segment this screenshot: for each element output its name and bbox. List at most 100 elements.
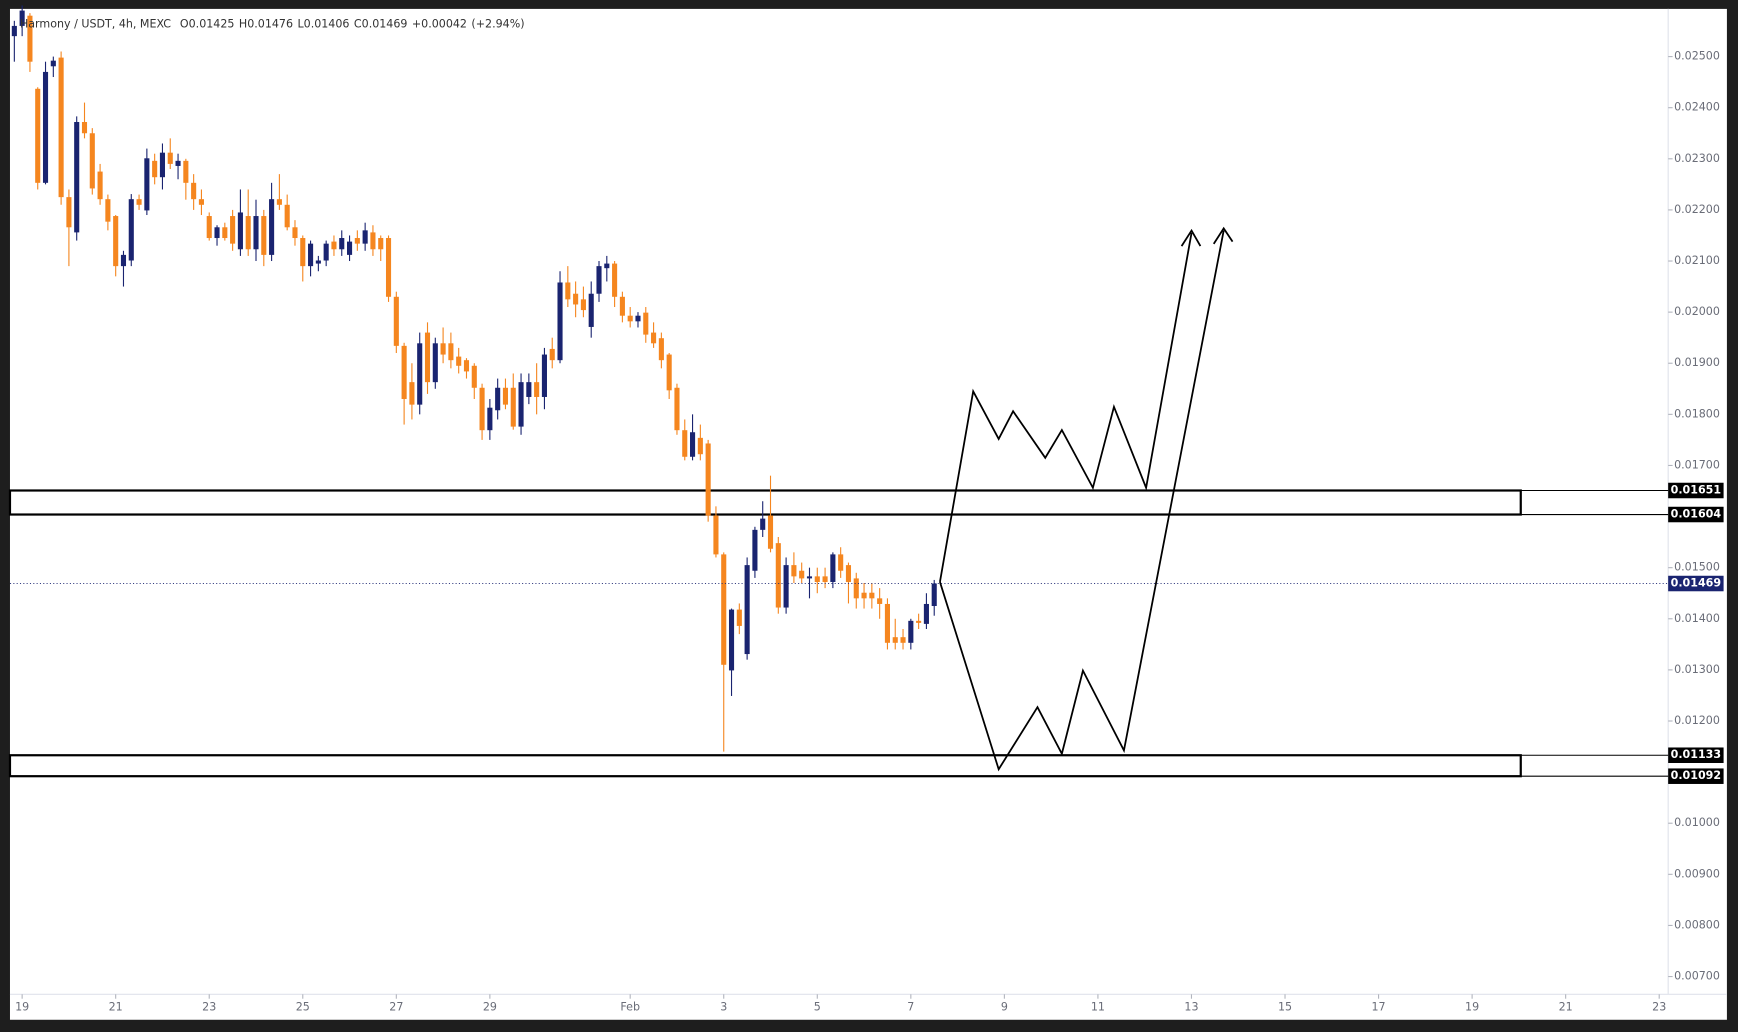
price-tag-label: 0.01469 [1671,577,1721,590]
candle-body [393,296,399,346]
candle-body [144,158,150,211]
x-tick-label: 17 [1372,1001,1386,1014]
y-tick-label: 0.01400 [1674,612,1720,625]
candle-body [409,382,415,405]
y-tick-label: 0.01200 [1674,714,1720,727]
candle-body [658,338,664,361]
candle-body [222,227,228,239]
candle-body [417,343,423,405]
price-tag [1668,575,1724,592]
price-tag [1668,768,1724,784]
candle-body [74,122,80,233]
open-value: 0.01425 [189,17,235,30]
candle-body [19,10,25,26]
candle-body [752,529,758,571]
candle-body [113,216,119,267]
candle-body [565,282,571,300]
price-tag-label: 0.01092 [1671,769,1721,782]
candle-body [908,620,914,643]
candle-body [588,293,594,327]
candle-body [900,637,906,643]
candle-body [128,199,134,261]
candle-body [11,25,17,37]
price-tag [1668,747,1724,764]
candle-body [97,171,103,200]
candle-body [136,199,142,205]
y-tick-label: 0.01500 [1674,561,1720,574]
candle-body [167,152,173,164]
symbol: Harmony / USDT, 4h, MEXC [20,17,171,30]
x-tick-label: 3 [720,1001,727,1014]
change-pct: (+2.94%) [471,17,524,30]
candle-body [502,387,509,405]
x-tick-label: 21 [109,1001,123,1014]
candle-body [175,160,181,166]
candle-body [931,583,937,607]
y-tick-label: 0.02200 [1674,203,1720,216]
y-tick-label: 0.00800 [1674,918,1720,931]
candle-body [487,407,493,431]
candle-body [300,238,306,267]
candle-body [81,122,88,134]
candle-body [799,570,805,579]
candle-body [845,565,852,582]
candle-body [237,212,243,250]
candle-body [580,299,586,311]
candle-body [385,238,392,297]
candle-body [276,199,282,205]
y-tick-label: 0.02000 [1674,305,1720,318]
y-tick-label: 0.01800 [1674,407,1720,420]
candle-body [245,216,251,250]
candle-body [518,382,524,427]
candle-body [89,133,95,189]
x-tick-label: 27 [389,1001,403,1014]
x-tick-label: 19 [15,1001,29,1014]
x-tick-label: 23 [202,1001,216,1014]
candle-body [495,387,501,411]
y-tick-label: 0.02100 [1674,254,1720,267]
y-tick-label: 0.01300 [1674,663,1720,676]
x-tick-label: 25 [296,1001,310,1014]
candle-body [783,565,789,608]
price-tag-label: 0.01133 [1671,748,1721,761]
candle-body [50,60,56,67]
candle-body [183,160,189,183]
candle-body [635,315,641,322]
candle-body [269,199,275,255]
y-tick-label: 0.00700 [1674,970,1720,983]
high-value: 0.01476 [247,17,293,30]
x-tick-label: 21 [1559,1001,1573,1014]
candle-body [767,515,774,549]
candle-body [838,554,844,571]
candle-body [526,382,532,397]
candle-body [463,360,470,372]
plot: 0.02500 0.02400 0.02300 0.02200 0.02100 0.020… [8,5,1724,1014]
candle-body [806,576,813,579]
candle-body [822,576,828,582]
candle-body [440,343,446,355]
candle-body [292,227,298,239]
candle-body [456,356,462,366]
zone [8,489,1522,516]
candle-body [230,216,236,244]
candle-body [541,354,547,397]
candle-body [830,554,836,582]
y-tick-label: 0.01900 [1674,356,1720,369]
forecast-drawing [939,226,1234,772]
candle-body [331,241,337,250]
candle-body [424,332,431,383]
candle-body [557,282,563,361]
candle-body [253,216,259,250]
x-tick-label: 5 [814,1001,821,1014]
candle-body [27,15,33,62]
close-value: 0.01469 [362,17,408,30]
candle-body [814,576,820,582]
candle-body [869,592,875,599]
candle-body [42,71,49,183]
x-tick-label: 29 [483,1001,497,1014]
candle-body [152,160,158,178]
candle-body [448,343,454,361]
candle-body [666,354,672,391]
candle-body [549,348,555,361]
y-tick-label: 0.01700 [1674,458,1720,471]
